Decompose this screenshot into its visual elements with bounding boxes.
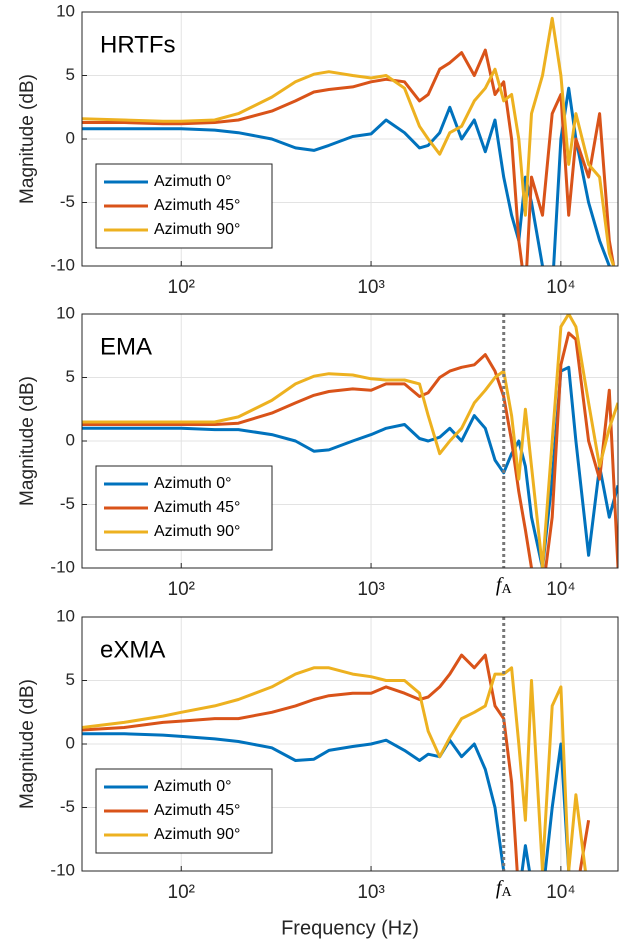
annotation-text: f <box>496 574 504 596</box>
series-group <box>82 16 616 266</box>
series-group <box>82 653 591 871</box>
legend-label: Azimuth 45° <box>154 802 240 819</box>
x-axis-label: Frequency (Hz) <box>281 917 419 939</box>
x-tick-label: 10⁴ <box>546 579 575 600</box>
x-tick-label: 10³ <box>357 882 384 903</box>
x-tick-label: 10³ <box>357 579 384 600</box>
annotation-subscript: A <box>501 885 512 900</box>
annotation-text: f <box>496 877 504 899</box>
x-tick-label: 10⁴ <box>546 277 575 298</box>
axes-frame <box>81 313 619 569</box>
x-tick-label: 10³ <box>357 277 384 298</box>
y-tick-label: 10 <box>56 606 75 625</box>
y-tick-label: 0 <box>66 733 75 752</box>
y-tick-label: 5 <box>66 670 75 689</box>
series-line <box>82 732 571 871</box>
legend: Azimuth 0° Azimuth 45° Azimuth 90° <box>95 163 273 249</box>
y-tick-label: -10 <box>50 255 75 274</box>
y-tick-label: -5 <box>60 797 75 816</box>
y-axis-label: Magnitude (dB) <box>17 376 38 506</box>
legend-label: Azimuth 45° <box>154 197 240 214</box>
legend-label: Azimuth 0° <box>154 173 232 190</box>
legend: Azimuth 0° Azimuth 45° Azimuth 90° <box>95 768 273 854</box>
y-tick-label: 10 <box>56 303 75 322</box>
y-tick-label: 0 <box>66 128 75 147</box>
series-line <box>82 653 591 871</box>
annotation-label: fA <box>496 877 513 901</box>
series-group <box>82 314 618 568</box>
y-tick-label: -10 <box>50 557 75 576</box>
series-line <box>82 331 618 568</box>
series-line <box>82 48 616 266</box>
y-tick-label: 10 <box>56 1 75 20</box>
series-line <box>82 16 616 266</box>
axes-frame <box>81 616 619 872</box>
y-axis-label: Magnitude (dB) <box>17 679 38 809</box>
y-tick-label: 0 <box>66 430 75 449</box>
legend: Azimuth 0° Azimuth 45° Azimuth 90° <box>95 465 273 551</box>
x-tick-label: 10⁴ <box>546 882 575 903</box>
legend-label: Azimuth 90° <box>154 523 240 540</box>
x-tick-label: 10² <box>168 579 195 600</box>
y-tick-label: -5 <box>60 192 75 211</box>
legend-label: Azimuth 0° <box>154 475 232 492</box>
legend-label: Azimuth 90° <box>154 826 240 843</box>
panel-label: eXMA <box>100 636 165 663</box>
axes-frame <box>81 11 619 267</box>
y-axis-label: Magnitude (dB) <box>17 74 38 204</box>
panel-label: HRTFs <box>100 31 176 58</box>
series-line <box>82 666 587 871</box>
x-tick-label: 10² <box>168 277 195 298</box>
legend-label: Azimuth 0° <box>154 778 232 795</box>
panel: -10 -5 0 5 10 10² 10³ 10⁴ HRTFs Magnitude (dB) Azi… <box>17 1 619 298</box>
panel: -10 -5 0 5 10 10² 10³ 10⁴ fA EMA Magnitude (dB) Azi… <box>17 303 619 600</box>
x-tick-label: 10² <box>168 882 195 903</box>
annotation-label: fA <box>496 574 513 598</box>
y-tick-label: -5 <box>60 494 75 513</box>
y-tick-label: 5 <box>66 367 75 386</box>
panel-label: EMA <box>100 333 152 360</box>
legend-label: Azimuth 45° <box>154 499 240 516</box>
annotation-subscript: A <box>501 582 512 597</box>
y-tick-label: 5 <box>66 65 75 84</box>
series-line <box>82 314 618 568</box>
y-tick-label: -10 <box>50 860 75 879</box>
legend-label: Azimuth 90° <box>154 221 240 238</box>
